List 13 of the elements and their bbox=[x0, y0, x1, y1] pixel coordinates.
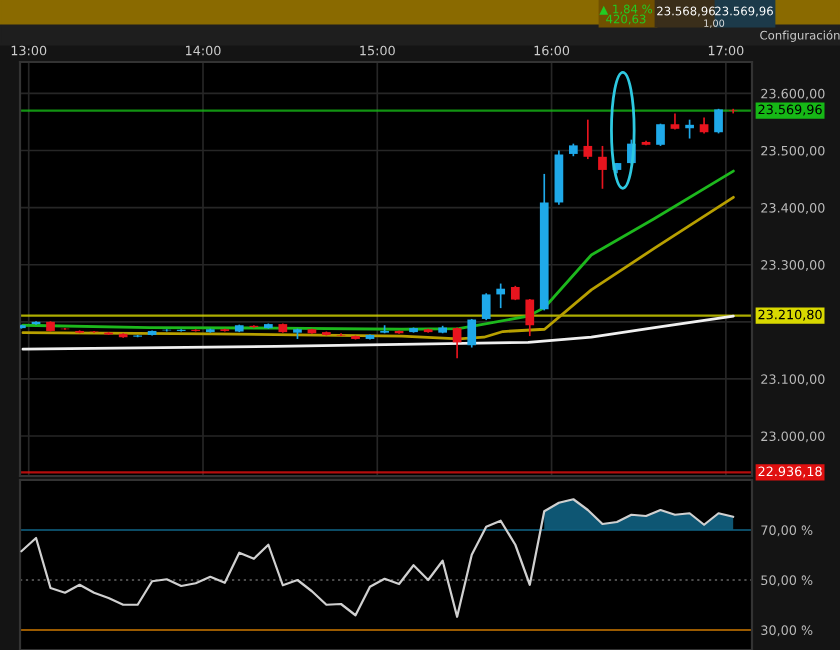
candlestick bbox=[481, 292, 491, 321]
candlestick bbox=[554, 149, 564, 206]
line-series bbox=[21, 195, 735, 341]
candlestick bbox=[467, 318, 477, 349]
candlestick bbox=[525, 298, 535, 337]
candlestick bbox=[685, 118, 694, 140]
candlestick bbox=[452, 326, 462, 360]
candlestick bbox=[496, 282, 506, 309]
candlestick bbox=[583, 118, 593, 160]
candlestick bbox=[714, 107, 723, 135]
candlestick bbox=[598, 145, 607, 190]
line-series bbox=[21, 314, 735, 351]
line-series bbox=[20, 498, 735, 618]
